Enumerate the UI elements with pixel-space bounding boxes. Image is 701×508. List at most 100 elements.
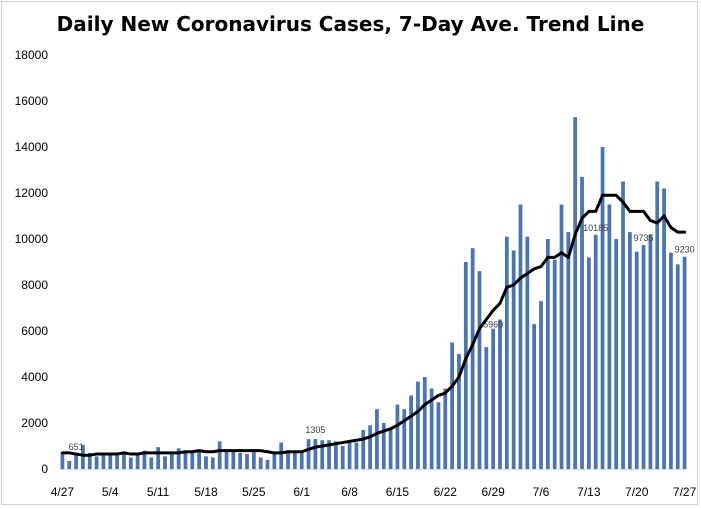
chart-title: Daily New Coronavirus Cases, 7-Day Ave. … bbox=[56, 12, 645, 36]
bar bbox=[204, 456, 208, 469]
bar bbox=[108, 455, 113, 469]
y-tick-label: 4000 bbox=[21, 370, 48, 384]
bar bbox=[450, 342, 454, 469]
bar bbox=[525, 236, 530, 469]
bar bbox=[245, 454, 249, 469]
y-tick-label: 18000 bbox=[15, 48, 49, 62]
y-tick-label: 2000 bbox=[21, 416, 48, 430]
bar bbox=[539, 301, 543, 469]
bar bbox=[429, 388, 434, 469]
bar bbox=[101, 452, 106, 469]
bar bbox=[662, 188, 666, 469]
bar bbox=[388, 428, 393, 469]
bar bbox=[477, 271, 482, 469]
bar bbox=[347, 442, 352, 469]
bar bbox=[504, 236, 509, 469]
bar bbox=[197, 449, 202, 469]
bar bbox=[265, 459, 270, 469]
data-label: 9230 bbox=[675, 245, 695, 255]
bar bbox=[395, 404, 400, 469]
bar bbox=[115, 452, 119, 469]
bar bbox=[67, 460, 72, 469]
bar bbox=[669, 252, 673, 469]
bar bbox=[491, 328, 496, 469]
bar bbox=[87, 452, 92, 469]
x-tick-label: 7/20 bbox=[625, 485, 649, 499]
bar bbox=[552, 259, 557, 469]
bar bbox=[183, 452, 188, 469]
bar bbox=[327, 440, 331, 469]
x-tick-label: 6/1 bbox=[293, 485, 310, 499]
bar bbox=[210, 457, 215, 469]
bar bbox=[251, 449, 256, 469]
bar bbox=[580, 176, 584, 469]
bar bbox=[122, 451, 126, 469]
x-tick-label: 6/29 bbox=[481, 485, 505, 499]
bar bbox=[258, 457, 263, 469]
bar bbox=[614, 239, 619, 469]
bar bbox=[149, 457, 154, 469]
bar bbox=[457, 354, 461, 469]
bar bbox=[648, 234, 653, 469]
bar bbox=[532, 324, 537, 469]
y-tick-label: 0 bbox=[41, 462, 48, 476]
y-tick-label: 16000 bbox=[15, 94, 49, 108]
bar bbox=[361, 429, 366, 469]
bar bbox=[190, 451, 195, 469]
bar bbox=[375, 409, 379, 469]
x-tick-label: 5/4 bbox=[102, 485, 119, 499]
x-tick-label: 6/8 bbox=[341, 485, 358, 499]
bar bbox=[299, 452, 304, 469]
bar bbox=[279, 442, 284, 469]
trend-line bbox=[60, 193, 687, 457]
bar bbox=[628, 232, 632, 469]
bar bbox=[593, 234, 598, 469]
y-tick-label: 12000 bbox=[15, 186, 49, 200]
bar bbox=[641, 245, 646, 469]
data-label: 651 bbox=[69, 442, 84, 452]
bar bbox=[354, 442, 359, 469]
bar bbox=[135, 454, 140, 469]
x-tick-label: 5/11 bbox=[147, 485, 170, 499]
x-tick-label: 6/22 bbox=[434, 485, 458, 499]
bar bbox=[231, 449, 236, 469]
bar bbox=[60, 452, 65, 469]
bar bbox=[142, 450, 147, 469]
y-tick-label: 10000 bbox=[15, 232, 49, 246]
bar bbox=[409, 395, 413, 469]
bar bbox=[586, 257, 591, 469]
x-tick-label: 5/25 bbox=[242, 485, 266, 499]
bar bbox=[340, 446, 345, 469]
bar bbox=[498, 319, 502, 469]
bar bbox=[334, 441, 338, 469]
bar bbox=[402, 409, 407, 469]
x-tick-label: 7/27 bbox=[673, 485, 697, 499]
bar bbox=[463, 262, 468, 469]
y-tick-label: 14000 bbox=[15, 140, 49, 154]
bar bbox=[559, 204, 564, 469]
bar bbox=[176, 448, 181, 469]
bar bbox=[81, 444, 85, 469]
bar bbox=[443, 388, 448, 469]
bar bbox=[621, 181, 625, 469]
bar bbox=[156, 447, 161, 469]
data-label: 1305 bbox=[305, 425, 325, 435]
bar bbox=[470, 248, 475, 469]
bar bbox=[422, 377, 427, 469]
bar bbox=[655, 181, 660, 469]
y-tick-label: 6000 bbox=[21, 324, 48, 338]
x-tick-label: 4/27 bbox=[51, 485, 75, 499]
bar bbox=[238, 452, 243, 469]
bar bbox=[320, 440, 325, 469]
bar bbox=[416, 381, 420, 469]
x-tick-label: 7/13 bbox=[577, 485, 601, 499]
bar bbox=[600, 147, 605, 469]
bar bbox=[484, 347, 489, 469]
bar bbox=[518, 204, 523, 469]
bar bbox=[607, 204, 612, 469]
data-label: 9735 bbox=[634, 233, 654, 243]
bar bbox=[306, 439, 311, 469]
x-tick-label: 5/18 bbox=[194, 485, 218, 499]
data-label: 10185 bbox=[583, 223, 608, 233]
